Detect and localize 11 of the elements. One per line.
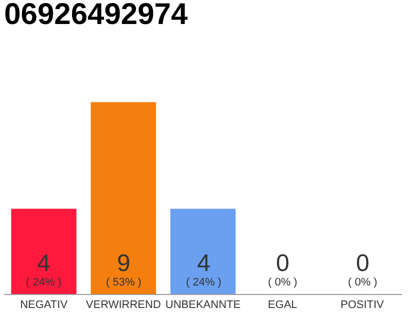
x-tick-label: NEGATIV — [20, 299, 68, 312]
data-label: 4 ( 24% ) — [26, 250, 62, 288]
x-tick-label: VERWIRREND — [86, 299, 161, 312]
data-label: 0 ( 0% ) — [348, 250, 378, 288]
data-label: 0 ( 0% ) — [268, 250, 298, 288]
data-label: 4 ( 24% ) — [186, 250, 222, 288]
data-label: 9 ( 53% ) — [106, 250, 142, 288]
x-tick-label: EGAL — [268, 299, 298, 312]
chart-title: 06926492974 — [4, 0, 188, 32]
x-tick-label: UNBEKANNTE — [165, 299, 241, 312]
x-tick-label: POSITIV — [340, 299, 385, 312]
